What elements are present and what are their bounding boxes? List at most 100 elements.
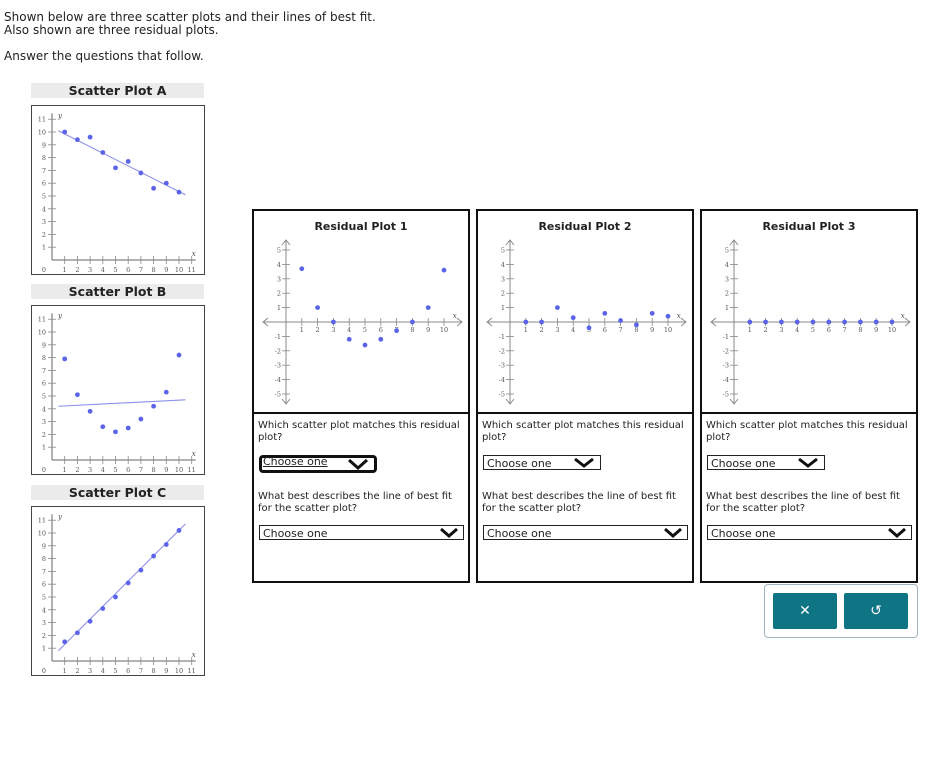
fit-dropdown-3[interactable]: Choose one [707,525,912,540]
residual-panel-3: Residual Plot 3 1 2 3 4 5 6 7 8 9 10 -5 -4 -3 -2 -1 1 2 3… [700,209,918,583]
data-point [138,567,144,573]
y-tick-label: 10 [38,129,46,137]
data-point [100,424,106,430]
x-tick-label: 6 [126,667,130,675]
y-tick-label: -1 [723,333,729,341]
match-dropdown-3[interactable]: Choose one [707,455,825,470]
data-point [125,159,131,164]
y-tick-label: 5 [725,247,729,255]
clear-button[interactable]: ✕ [773,593,837,629]
residual-point [331,319,336,325]
residual-point [794,319,800,325]
y-tick-label: 11 [38,316,46,324]
data-point [62,129,68,135]
y-tick-label: 8 [42,154,46,162]
y-tick-label: 2 [42,431,46,439]
data-point [62,639,68,645]
x-tick-label: 7 [139,266,143,274]
x-tick-label: 1 [300,326,304,334]
y-tick-label: 5 [42,193,46,201]
residual-point [873,319,879,325]
x-tick-label: 9 [164,266,168,274]
y-tick-label: 2 [277,290,281,298]
residual-point [346,336,352,342]
x-tick-label: 5 [811,326,815,334]
data-point [113,429,118,435]
y-axis-arrow-down [281,398,291,405]
y-tick-label: 1 [277,304,281,312]
x-tick-label: 7 [843,326,847,334]
fit-dropdown-2[interactable]: Choose one [483,525,688,540]
x-axis-label: x [453,312,457,320]
chevron-down-icon [664,527,682,538]
x-tick-label: 9 [164,667,168,675]
data-point [151,403,156,409]
x-tick-label: 4 [571,326,575,334]
data-point [113,594,118,600]
data-point [163,180,169,186]
scatter-plot-a: 1 2 3 4 5 6 7 8 9 10 11 1 2 3 4 5 6 7 8 9 10 11 0 x y [31,105,205,275]
intro-line-3: Answer the questions that follow. [4,49,204,63]
residual-point [763,319,768,325]
x-tick-label: 11 [188,667,196,675]
y-tick-label: 4 [725,261,729,269]
x-tick-label: 4 [101,667,105,675]
y-tick-label: 7 [42,568,46,576]
y-tick-label: -5 [723,391,729,399]
y-axis-arrow-up [729,239,739,246]
y-tick-label: -1 [275,333,281,341]
x-tick-label: 2 [316,326,320,334]
x-tick-label: 5 [363,326,367,334]
y-axis-label: y [57,312,63,320]
scatter-plot-c: 1 2 3 4 5 6 7 8 9 10 11 1 2 3 4 5 6 7 8 9 10 11 0 x y [31,506,205,676]
fit-dropdown-1[interactable]: Choose one [259,525,464,540]
y-tick-label: 11 [38,517,46,525]
y-tick-label: 3 [42,418,46,426]
x-tick-label: 11 [188,466,196,474]
residual-point [634,322,639,328]
residual-point [649,310,655,316]
fit-dropdown-1-value: Choose one [263,527,328,540]
x-tick-label: 6 [126,266,130,274]
residual-point [889,319,895,325]
x-tick-label: 5 [113,466,117,474]
x-axis-arrow-left [262,317,269,327]
residual-point [779,319,784,325]
question-match-3: Which scatter plot matches this residual… [706,420,908,443]
residual-point [747,319,753,325]
y-tick-label: -5 [275,391,281,399]
y-tick-label: 4 [42,606,46,614]
y-axis-arrow-up [281,239,291,246]
data-point [176,528,182,533]
x-tick-label: 1 [524,326,528,334]
y-tick-label: 4 [42,405,46,413]
question-fit-3: What best describes the line of best fit… [706,491,900,514]
match-dropdown-2[interactable]: Choose one [483,455,601,470]
residual-panel-1: Residual Plot 1 12345678910-5-4-3-2-1123… [252,209,470,583]
match-dropdown-3-value: Choose one [711,457,776,470]
residual-plot-3-chart: 1 2 3 4 5 6 7 8 9 10 -5 -4 -3 -2 -1 1 2 3 4 5 x [710,239,911,405]
x-axis-arrow-left [710,317,717,327]
x-tick-label: 3 [555,326,559,334]
reset-button[interactable]: ↺ [844,593,908,629]
x-tick-label: 10 [175,266,183,274]
match-dropdown-1[interactable]: Choose one [259,455,377,473]
y-tick-label: 7 [42,167,46,175]
residual-plot-3-title: Residual Plot 3 [762,220,856,233]
x-tick-label: 9 [650,326,654,334]
x-tick-label: 2 [75,266,79,274]
y-tick-label: 1 [42,444,46,452]
residual-point [858,319,863,325]
residual-point [378,336,384,342]
y-tick-label: -2 [499,347,505,355]
residual-point [299,266,305,272]
y-tick-label: 7 [42,367,46,375]
y-tick-label: 4 [277,261,281,269]
x-tick-label: 2 [75,667,79,675]
x-tick-label: 5 [113,266,117,274]
x-axis-label: x [192,250,196,258]
y-tick-label: -4 [723,376,729,384]
y-tick-label: -4 [275,376,281,384]
